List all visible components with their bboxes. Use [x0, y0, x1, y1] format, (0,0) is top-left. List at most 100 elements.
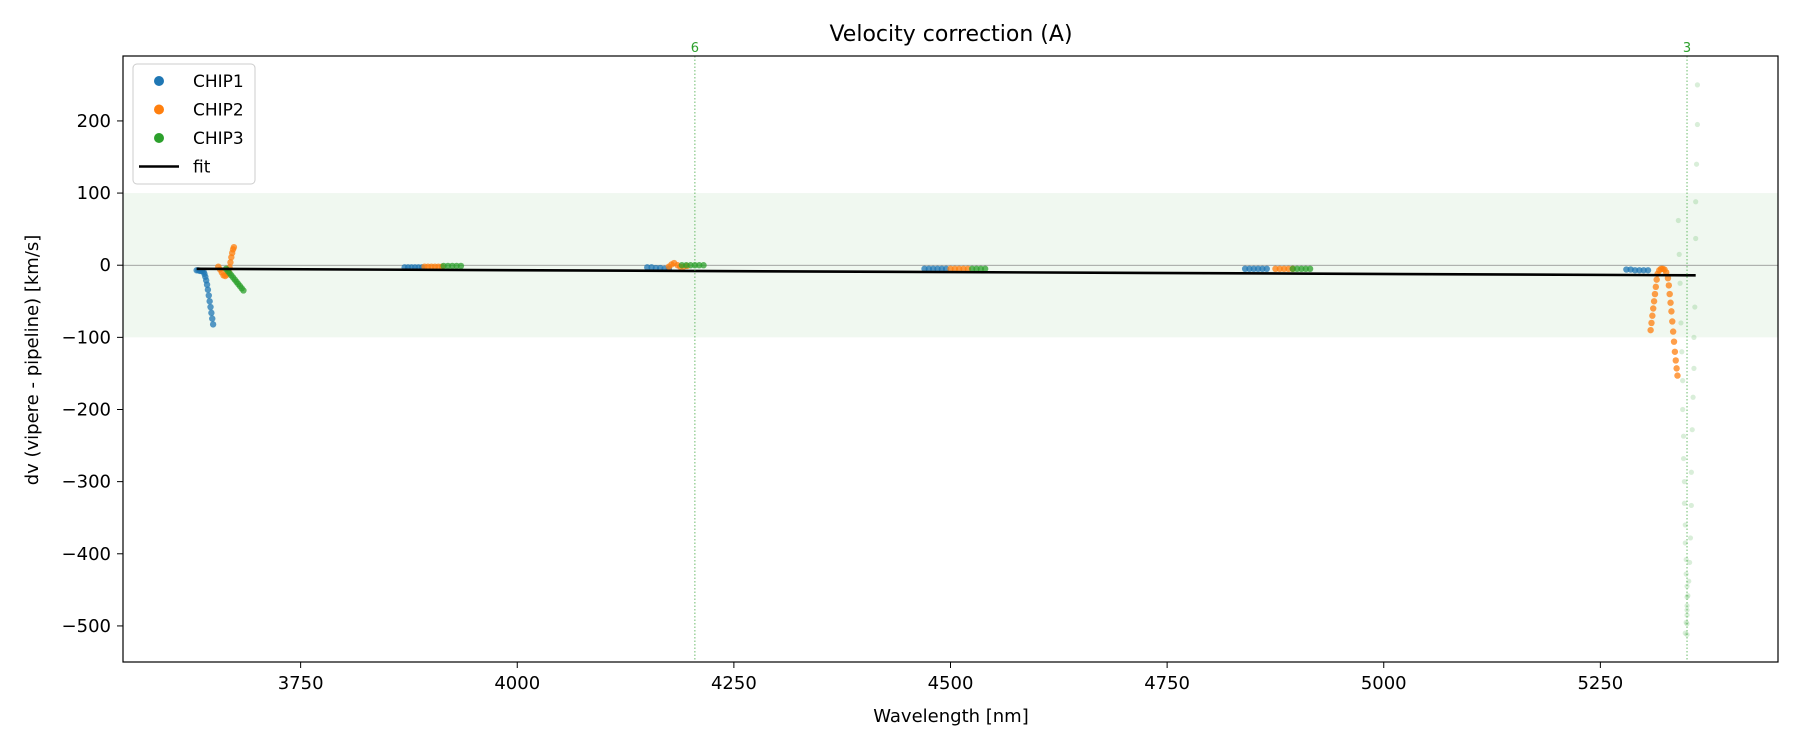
x-tick-label-5: 5000	[1361, 673, 1407, 694]
point-chip2-51	[1665, 282, 1673, 289]
point-chip2-41	[1651, 290, 1659, 298]
point-outliers-8	[1690, 394, 1696, 400]
legend-label-chip3: CHIP3	[193, 129, 244, 149]
point-outliers-13	[1687, 559, 1693, 566]
point-chip3-30	[1306, 265, 1314, 273]
point-chip1-9	[204, 286, 212, 293]
legend-label-fit: fit	[193, 158, 211, 178]
point-outliers-12	[1687, 535, 1694, 541]
x-tick-label-2: 4250	[711, 673, 757, 694]
x-tick-label-0: 3750	[278, 673, 324, 694]
series-chip3	[222, 262, 1314, 294]
point-outliers-1	[1694, 121, 1701, 128]
point-outliers-25	[1680, 406, 1686, 413]
x-tick-label-1: 4000	[494, 673, 540, 694]
point-chip1-13	[208, 309, 215, 317]
point-chip2-40	[1650, 298, 1658, 305]
chart-title: Velocity correction (A)	[829, 22, 1072, 47]
y-tick-label-7: −500	[62, 616, 111, 637]
point-outliers-28	[1681, 479, 1688, 485]
point-chip1-14	[209, 315, 216, 322]
point-chip2-53	[1667, 299, 1674, 306]
point-chip3-10	[240, 287, 247, 294]
point-outliers-37	[1684, 612, 1690, 618]
point-chip2-50	[1664, 275, 1672, 282]
x-axis-label: Wavelength [nm]	[873, 706, 1029, 727]
order-marker-label-0: 6	[691, 41, 699, 56]
x-tick-label-3: 4500	[928, 673, 974, 694]
point-chip2-37	[1648, 319, 1655, 327]
y-tick-label-4: −200	[62, 400, 111, 421]
series-outliers	[1675, 82, 1701, 638]
legend-marker-chip2	[154, 104, 164, 115]
y-tick-label-5: −300	[62, 472, 111, 493]
point-chip2-61	[1674, 372, 1681, 379]
point-outliers-6	[1691, 334, 1697, 340]
point-outliers-21	[1677, 280, 1683, 286]
point-chip1-45	[1644, 267, 1652, 274]
order-marker-label-1: 3	[1683, 41, 1691, 56]
point-outliers-26	[1680, 433, 1687, 439]
point-chip2-52	[1666, 290, 1673, 298]
point-outliers-0	[1694, 82, 1701, 88]
point-chip2-54	[1668, 308, 1675, 315]
point-chip1-15	[209, 321, 217, 328]
point-outliers-32	[1683, 556, 1689, 563]
point-chip1-39	[1263, 265, 1270, 273]
point-chip2-56	[1669, 328, 1677, 335]
legend-marker-chip3	[154, 133, 164, 143]
legend-marker-chip1	[154, 76, 164, 86]
point-chip2-60	[1673, 365, 1680, 372]
point-outliers-22	[1678, 320, 1684, 326]
point-outliers-24	[1680, 378, 1686, 384]
point-outliers-7	[1691, 365, 1697, 371]
point-outliers-27	[1680, 455, 1687, 462]
point-chip2-42	[1652, 283, 1660, 291]
point-chip3-15	[457, 262, 465, 270]
point-outliers-29	[1681, 500, 1688, 506]
point-chip2-43	[1653, 276, 1660, 283]
point-outliers-23	[1679, 349, 1685, 355]
point-outliers-15	[1685, 593, 1691, 599]
axes: 3750 4000 4250 4500 4750 5000 5250 200 100 0 −100 −…	[62, 55, 1779, 694]
y-tick-label-0: 200	[77, 111, 111, 132]
point-outliers-31	[1682, 540, 1688, 546]
point-chip3-21	[700, 262, 707, 269]
point-outliers-4	[1693, 235, 1699, 242]
point-chip2-58	[1671, 348, 1679, 355]
x-tick-label-4: 4750	[1144, 673, 1190, 694]
fit-line	[196, 267, 1696, 277]
point-chip2-57	[1670, 338, 1678, 345]
point-outliers-35	[1684, 594, 1690, 600]
y-axis-label: dv (vipere - pipeline) [km/s]	[22, 235, 43, 486]
point-chip2-39	[1650, 305, 1657, 312]
y-tick-label-6: −400	[62, 544, 111, 565]
point-outliers-33	[1683, 571, 1689, 577]
point-outliers-10	[1688, 469, 1694, 475]
legend: CHIP1 CHIP2 CHIP3 fit	[132, 63, 256, 185]
point-outliers-5	[1692, 304, 1698, 310]
point-outliers-14	[1686, 578, 1692, 584]
point-chip2-59	[1672, 357, 1679, 364]
point-chip1-12	[207, 303, 214, 311]
point-chip2-8	[227, 259, 234, 266]
y-tick-label-2: 0	[100, 255, 111, 276]
point-chip3-25	[981, 265, 989, 273]
point-outliers-20	[1676, 251, 1682, 257]
point-chip1-8	[203, 281, 211, 288]
point-outliers-11	[1688, 502, 1694, 509]
point-outliers-34	[1684, 583, 1690, 589]
point-outliers-30	[1682, 522, 1688, 528]
point-chip2-55	[1669, 318, 1676, 325]
legend-box	[132, 63, 256, 185]
point-outliers-19	[1675, 217, 1681, 224]
x-tick-label-6: 5250	[1577, 673, 1623, 694]
point-chip1-11	[206, 298, 213, 305]
legend-label-chip2: CHIP2	[193, 101, 244, 121]
point-outliers-2	[1693, 161, 1700, 167]
legend-label-chip1: CHIP1	[193, 72, 244, 92]
y-tick-label-1: 100	[77, 183, 111, 204]
